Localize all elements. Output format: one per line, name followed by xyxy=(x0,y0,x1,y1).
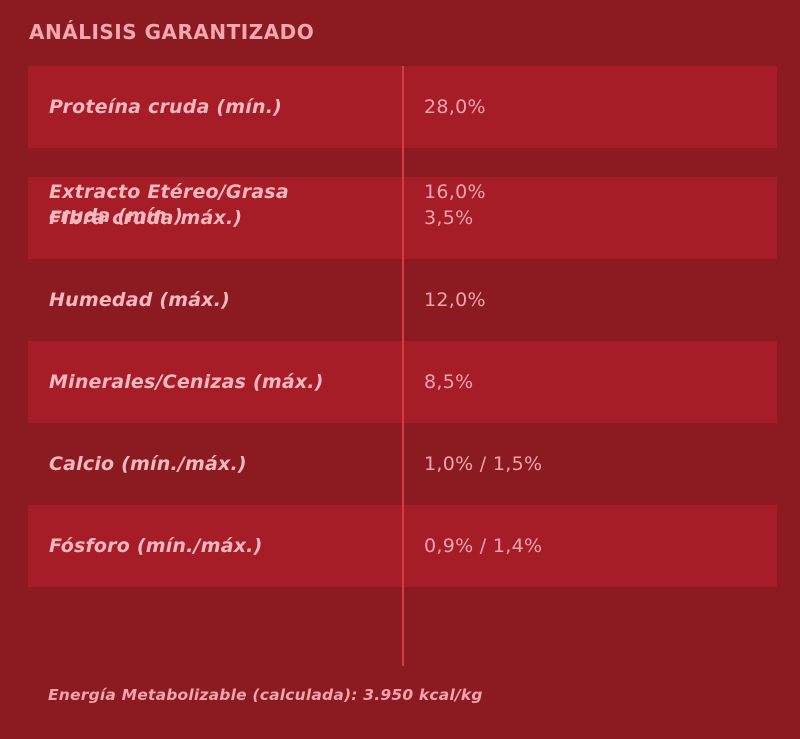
row-value-minerals: 8,5% xyxy=(424,371,474,393)
column-divider xyxy=(402,66,404,666)
row-value-phosphorus: 0,9% / 1,4% xyxy=(424,535,543,557)
row-label-phosphorus: Fósforo (mín./máx.) xyxy=(49,535,263,557)
row-label-calcium: Calcio (mín./máx.) xyxy=(49,453,247,475)
page-title: ANÁLISIS GARANTIZADO xyxy=(29,20,315,44)
guaranteed-analysis-table: Proteína cruda (mín.) 28,0% Extracto Eté… xyxy=(28,66,777,666)
row-label-fat: Extracto Etéreo/Grasa cruda (mín.) xyxy=(49,181,289,227)
row-label-moisture: Humedad (máx.) xyxy=(49,289,231,311)
row-value-protein: 28,0% xyxy=(424,96,486,118)
row-value-fat: 16,0% xyxy=(424,181,486,203)
row-value-moisture: 12,0% xyxy=(424,289,486,311)
row-value-fiber: 3,5% xyxy=(424,207,474,229)
row-label-fiber: Fibra cruda máx.) xyxy=(49,207,243,229)
footer-note: Energía Metabolizable (calculada): 3.950… xyxy=(48,686,483,704)
row-label-protein: Proteína cruda (mín.) xyxy=(49,96,283,118)
row-label-minerals: Minerales/Cenizas (máx.) xyxy=(49,371,324,393)
table-row: Humedad (máx.) 12,0% xyxy=(28,259,777,341)
table-row: Extracto Etéreo/Grasa cruda (mín.) 16,0% xyxy=(28,151,777,259)
row-value-calcium: 1,0% / 1,5% xyxy=(424,453,543,475)
table-row: Calcio (mín./máx.) 1,0% / 1,5% xyxy=(28,423,777,505)
